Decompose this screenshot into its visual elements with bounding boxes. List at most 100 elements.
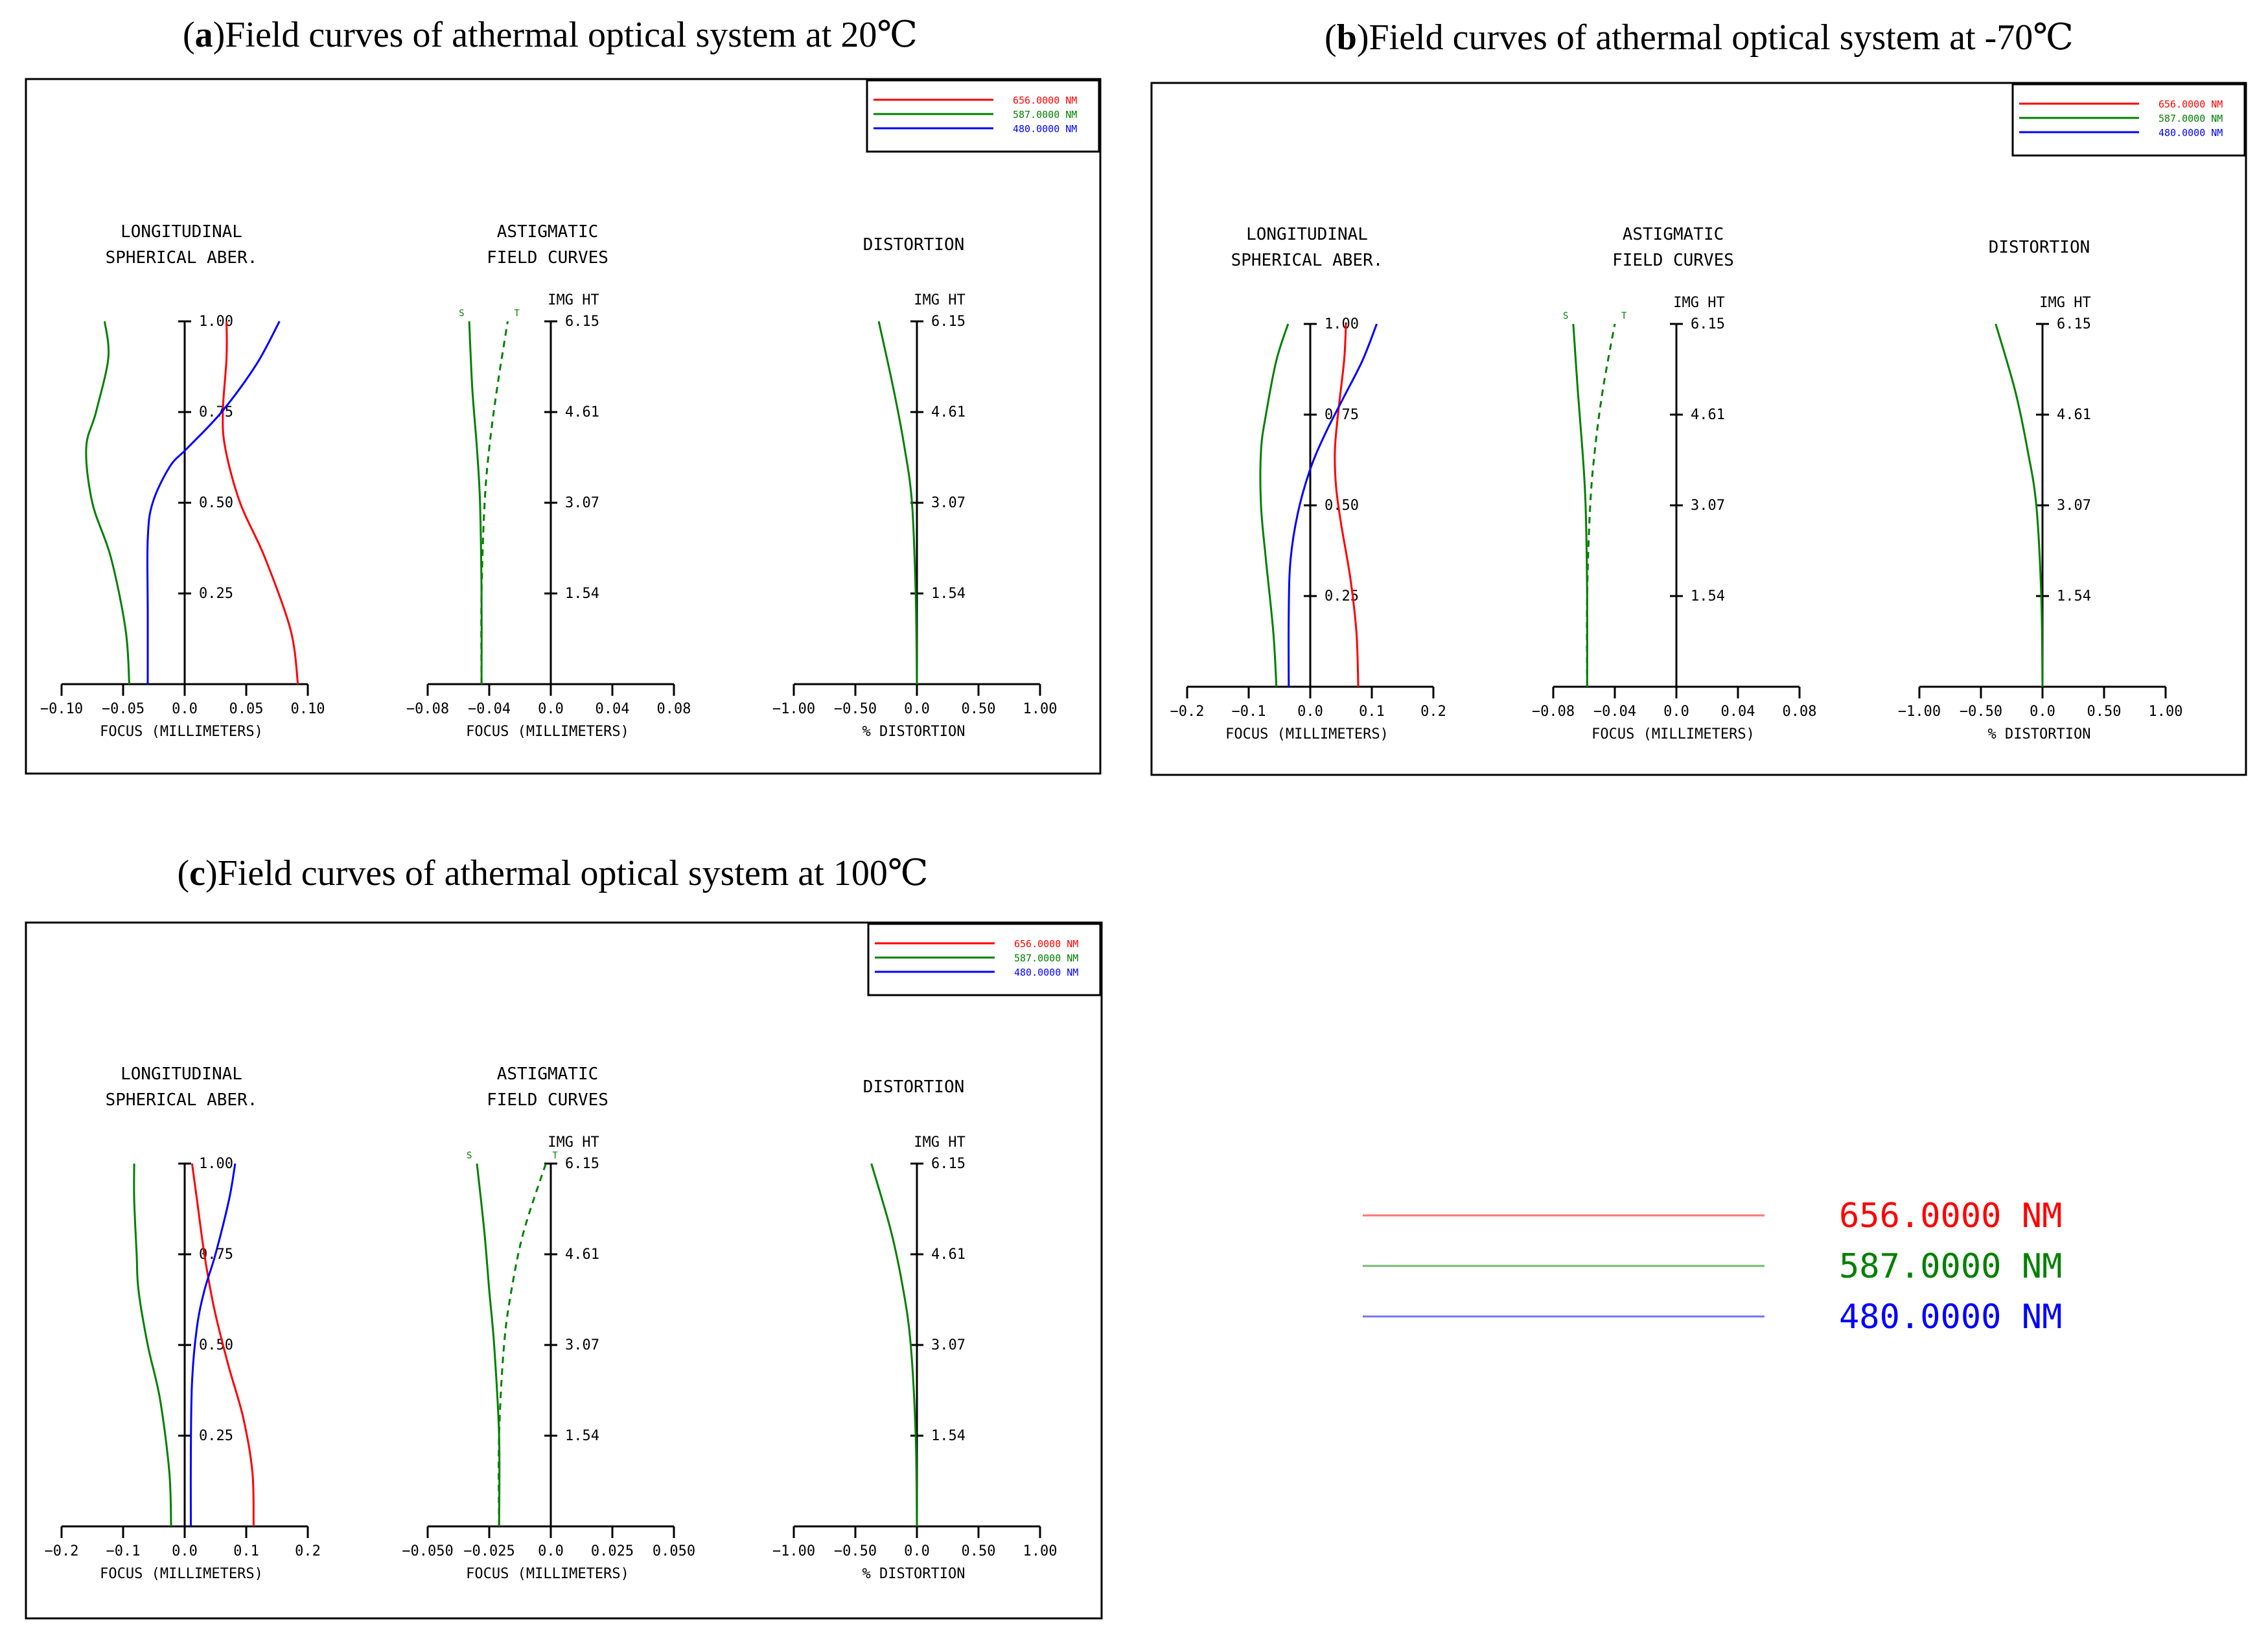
x-tick-label: 0.0 [1663,704,1689,720]
title-letter: b [1337,17,1357,58]
y-tick-label: 1.00 [1325,316,1359,332]
x-tick-label: 0.1 [233,1543,259,1559]
ast-t-label: T [552,1151,558,1161]
x-tick-label: −0.04 [468,701,511,717]
legend: 656.0000 NM 587.0000 NM 480.0000 NM [2011,83,2246,157]
x-tick-label: 0.04 [1721,704,1755,720]
y-tick-label: 4.61 [931,404,966,420]
y-tick-label: 4.61 [565,1247,599,1263]
y-tick-label: 3.07 [931,495,966,511]
x-tick-label: 0.0 [904,701,930,717]
x-tick-label: −0.50 [1960,704,2002,720]
legend: 656.0000 NM 587.0000 NM 480.0000 NM [867,923,1102,996]
lsa-title-line1: LONGITUDINAL [121,1064,242,1084]
x-axis-label: FOCUS (MILLIMETERS) [466,1566,629,1582]
dist-title: DISTORTION [863,1077,965,1097]
ast-curve-t [1586,323,1616,687]
x-tick-label: 0.0 [538,1543,564,1559]
x-tick-label: 0.0 [172,1543,198,1559]
legend-label: 656.0000 NM [1013,95,1077,106]
lsa-title-line2: SPHERICAL ABER. [1231,251,1383,270]
lsa-curve-656-0000-nm [191,1163,255,1527]
x-axis-label: % DISTORTION [862,1566,966,1582]
ast-curve-s [1572,323,1588,687]
legend-label: 587.0000 NM [1013,109,1077,121]
x-tick-label: 0.04 [596,701,630,717]
y-tick-label: 6.15 [565,314,599,330]
ast-plot: ASTIGMATIC FIELD CURVES IMG HT −0.050 −0.025… [402,1064,695,1582]
y-tick-label: 0.25 [199,1428,233,1444]
large-legend-label: 656.0000 NM [1839,1197,2062,1235]
y-tick-label: 0.50 [199,495,233,511]
y-tick-label: 0.50 [199,1337,233,1353]
lsa-curve-656-0000-nm [222,321,299,685]
img-ht-label: IMG HT [2039,295,2090,311]
x-tick-label: −1.00 [772,701,815,717]
y-tick-label: 3.07 [931,1337,966,1353]
x-tick-label: 0.2 [1420,704,1446,720]
y-tick-label: 1.54 [565,1428,599,1444]
legend-box [2011,83,2246,157]
title-text: )Field curves of athermal optical system… [205,853,928,893]
y-tick-label: 0.50 [1325,498,1359,514]
ast-s-label: S [1563,311,1568,321]
x-tick-label: 0.50 [962,1543,996,1559]
title-paren: ( [178,853,190,893]
large-legend: 656.0000 NM 587.0000 NM 480.0000 NM [1363,1197,2062,1337]
x-tick-label: 0.1 [1359,704,1385,720]
img-ht-label: IMG HT [548,1134,599,1151]
x-tick-label: 0.0 [904,1543,930,1559]
y-tick-label: 4.61 [931,1247,966,1263]
lsa-title-line1: LONGITUDINAL [1246,225,1368,244]
x-tick-label: 0.50 [2087,704,2122,720]
x-tick-label: 1.00 [1023,701,1058,717]
ast-title-line2: FIELD CURVES [487,1090,608,1110]
x-tick-label: 0.50 [962,701,996,717]
dist-title: DISTORTION [1989,238,2090,257]
x-axis-label: % DISTORTION [862,724,966,740]
x-tick-label: 0.050 [653,1543,695,1559]
x-tick-label: −0.08 [1532,704,1575,720]
x-tick-label: −0.050 [402,1543,453,1559]
lsa-curve-480-0000-nm [1288,323,1378,687]
ast-t-label: T [515,308,520,319]
ast-plot: ASTIGMATIC FIELD CURVES IMG HT −0.08 −0.04 0.… [1532,225,1817,742]
img-ht-label: IMG HT [914,292,965,308]
panel-frame [25,78,1102,775]
large-legend-label: 587.0000 NM [1839,1247,2062,1286]
title-paren: ( [1325,17,1337,58]
dist-plot: DISTORTION IMG HT −1.00 −0.50 0.0 0.50 1.00 1.5… [1898,238,2183,742]
ast-s-label: S [459,308,464,319]
x-tick-label: −0.1 [106,1543,141,1559]
x-axis-label: % DISTORTION [1988,726,2091,742]
x-tick-label: −1.00 [1898,704,1941,720]
lsa-curve-587-0000-nm [133,1163,172,1527]
x-tick-label: −0.08 [406,701,449,717]
x-tick-label: 1.00 [2149,704,2183,720]
panel-frame [25,921,1103,1620]
lsa-plot: LONGITUDINAL SPHERICAL ABER. −0.10 −0.05 0.0… [40,222,325,740]
title-text: )Field curves of athermal optical system… [1357,17,2074,58]
lsa-plot: LONGITUDINAL SPHERICAL ABER. −0.2 −0.1 0.0 0.… [45,1064,321,1582]
x-tick-label: 0.025 [591,1543,634,1559]
y-tick-label: 4.61 [1691,407,1725,423]
img-ht-label: IMG HT [914,1134,965,1151]
y-tick-label: 1.54 [931,586,966,602]
y-tick-label: 0.75 [1325,407,1359,423]
ast-title-line2: FIELD CURVES [1612,251,1734,270]
panel-title: (c)Field curves of athermal optical syst… [178,853,929,893]
lsa-title-line1: LONGITUDINAL [121,222,242,242]
ast-t-label: T [1621,311,1627,321]
panel-title: (a)Field curves of athermal optical syst… [183,15,918,55]
x-tick-label: 0.0 [1297,704,1323,720]
x-axis-label: FOCUS (MILLIMETERS) [466,724,629,740]
lsa-curve-480-0000-nm [189,1163,237,1527]
lsa-curve-480-0000-nm [146,321,281,684]
x-tick-label: −0.50 [834,1543,877,1559]
img-ht-label: IMG HT [548,292,599,308]
ast-s-label: S [467,1151,472,1161]
x-tick-label: −0.025 [463,1543,515,1559]
panel-frame [1150,82,2247,776]
dist-title: DISTORTION [863,235,965,255]
